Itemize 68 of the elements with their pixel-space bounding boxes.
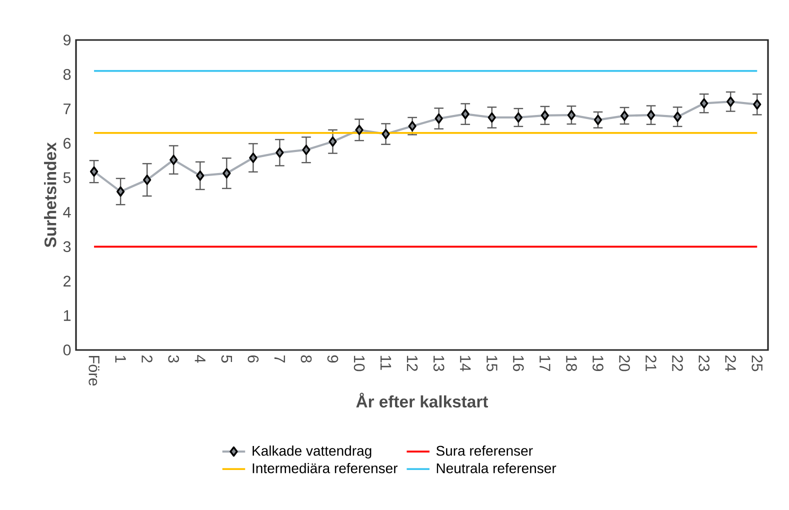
point [355, 124, 364, 136]
point [170, 154, 178, 165]
point [488, 112, 496, 123]
x-tick-label: 5 [221, 355, 232, 363]
y-tick-label: 3 [63, 241, 71, 252]
point [249, 152, 258, 163]
x-tick-label: 9 [327, 355, 338, 362]
x-tick-label: 19 [592, 356, 604, 372]
y-tick-label: 4 [63, 206, 71, 218]
point [646, 110, 656, 120]
y-tick-label: 2 [64, 276, 71, 286]
point [143, 174, 152, 185]
legend-label: Neutrala referenser [436, 462, 556, 474]
x-tick-label: 25 [752, 355, 763, 372]
x-tick-label: 14 [460, 356, 471, 372]
point [461, 108, 470, 120]
point [673, 112, 682, 122]
x-tick-label: 2 [142, 355, 152, 362]
x-tick-label: 18 [566, 356, 577, 372]
x-tick-label: 22 [672, 355, 683, 371]
point [753, 99, 762, 110]
x-tick-label: 12 [406, 356, 418, 371]
point [514, 112, 522, 123]
y-tick-label: 5 [63, 172, 71, 184]
x-tick-label: 11 [380, 356, 392, 370]
y-tick-label: 6 [64, 138, 71, 149]
x-tick-label: 16 [512, 356, 524, 372]
point [567, 110, 576, 120]
x-tick-label: 4 [194, 355, 206, 363]
y-tick-label: 0 [63, 344, 71, 356]
point [196, 170, 204, 181]
y-tick-label: 8 [63, 69, 71, 80]
x-tick-label: 8 [300, 355, 312, 363]
x-tick-label: Före [88, 356, 100, 386]
point [700, 98, 708, 109]
x-tick-label: 24 [725, 355, 736, 372]
x-tick-label: 7 [274, 355, 285, 362]
legend-label: Intermediära referenser [252, 462, 398, 474]
x-tick-label: 13 [433, 356, 444, 372]
point [116, 186, 125, 197]
x-tick-label: 21 [646, 355, 656, 371]
legend-label: Sura referenser [436, 446, 533, 456]
x-tick-label: 1 [115, 356, 126, 362]
x-tick-label: 3 [168, 355, 180, 363]
x-tick-label: 23 [698, 355, 710, 372]
legend-label: Kalkade vattendrag [252, 445, 372, 459]
point [276, 147, 284, 158]
x-tick-label: 10 [354, 356, 365, 372]
y-tick-label: 7 [64, 104, 71, 114]
x-tick-label: 20 [619, 355, 630, 372]
x-tick-label: 15 [486, 356, 498, 372]
y-axis-title: Surhetsindex [44, 142, 56, 248]
x-axis-title: År efter kalkstart [356, 392, 488, 408]
point [726, 96, 735, 107]
x-tick-label: 6 [248, 355, 259, 363]
point [540, 110, 550, 121]
point [620, 110, 629, 121]
point [302, 144, 310, 156]
x-tick-label: 17 [540, 356, 550, 371]
point [222, 168, 231, 178]
point [408, 120, 416, 132]
y-tick-label: 9 [63, 34, 71, 46]
point [382, 128, 390, 140]
y-tick-label: 1 [64, 310, 71, 321]
point [594, 114, 602, 126]
point [434, 113, 443, 124]
point [328, 136, 337, 147]
point [90, 166, 98, 177]
